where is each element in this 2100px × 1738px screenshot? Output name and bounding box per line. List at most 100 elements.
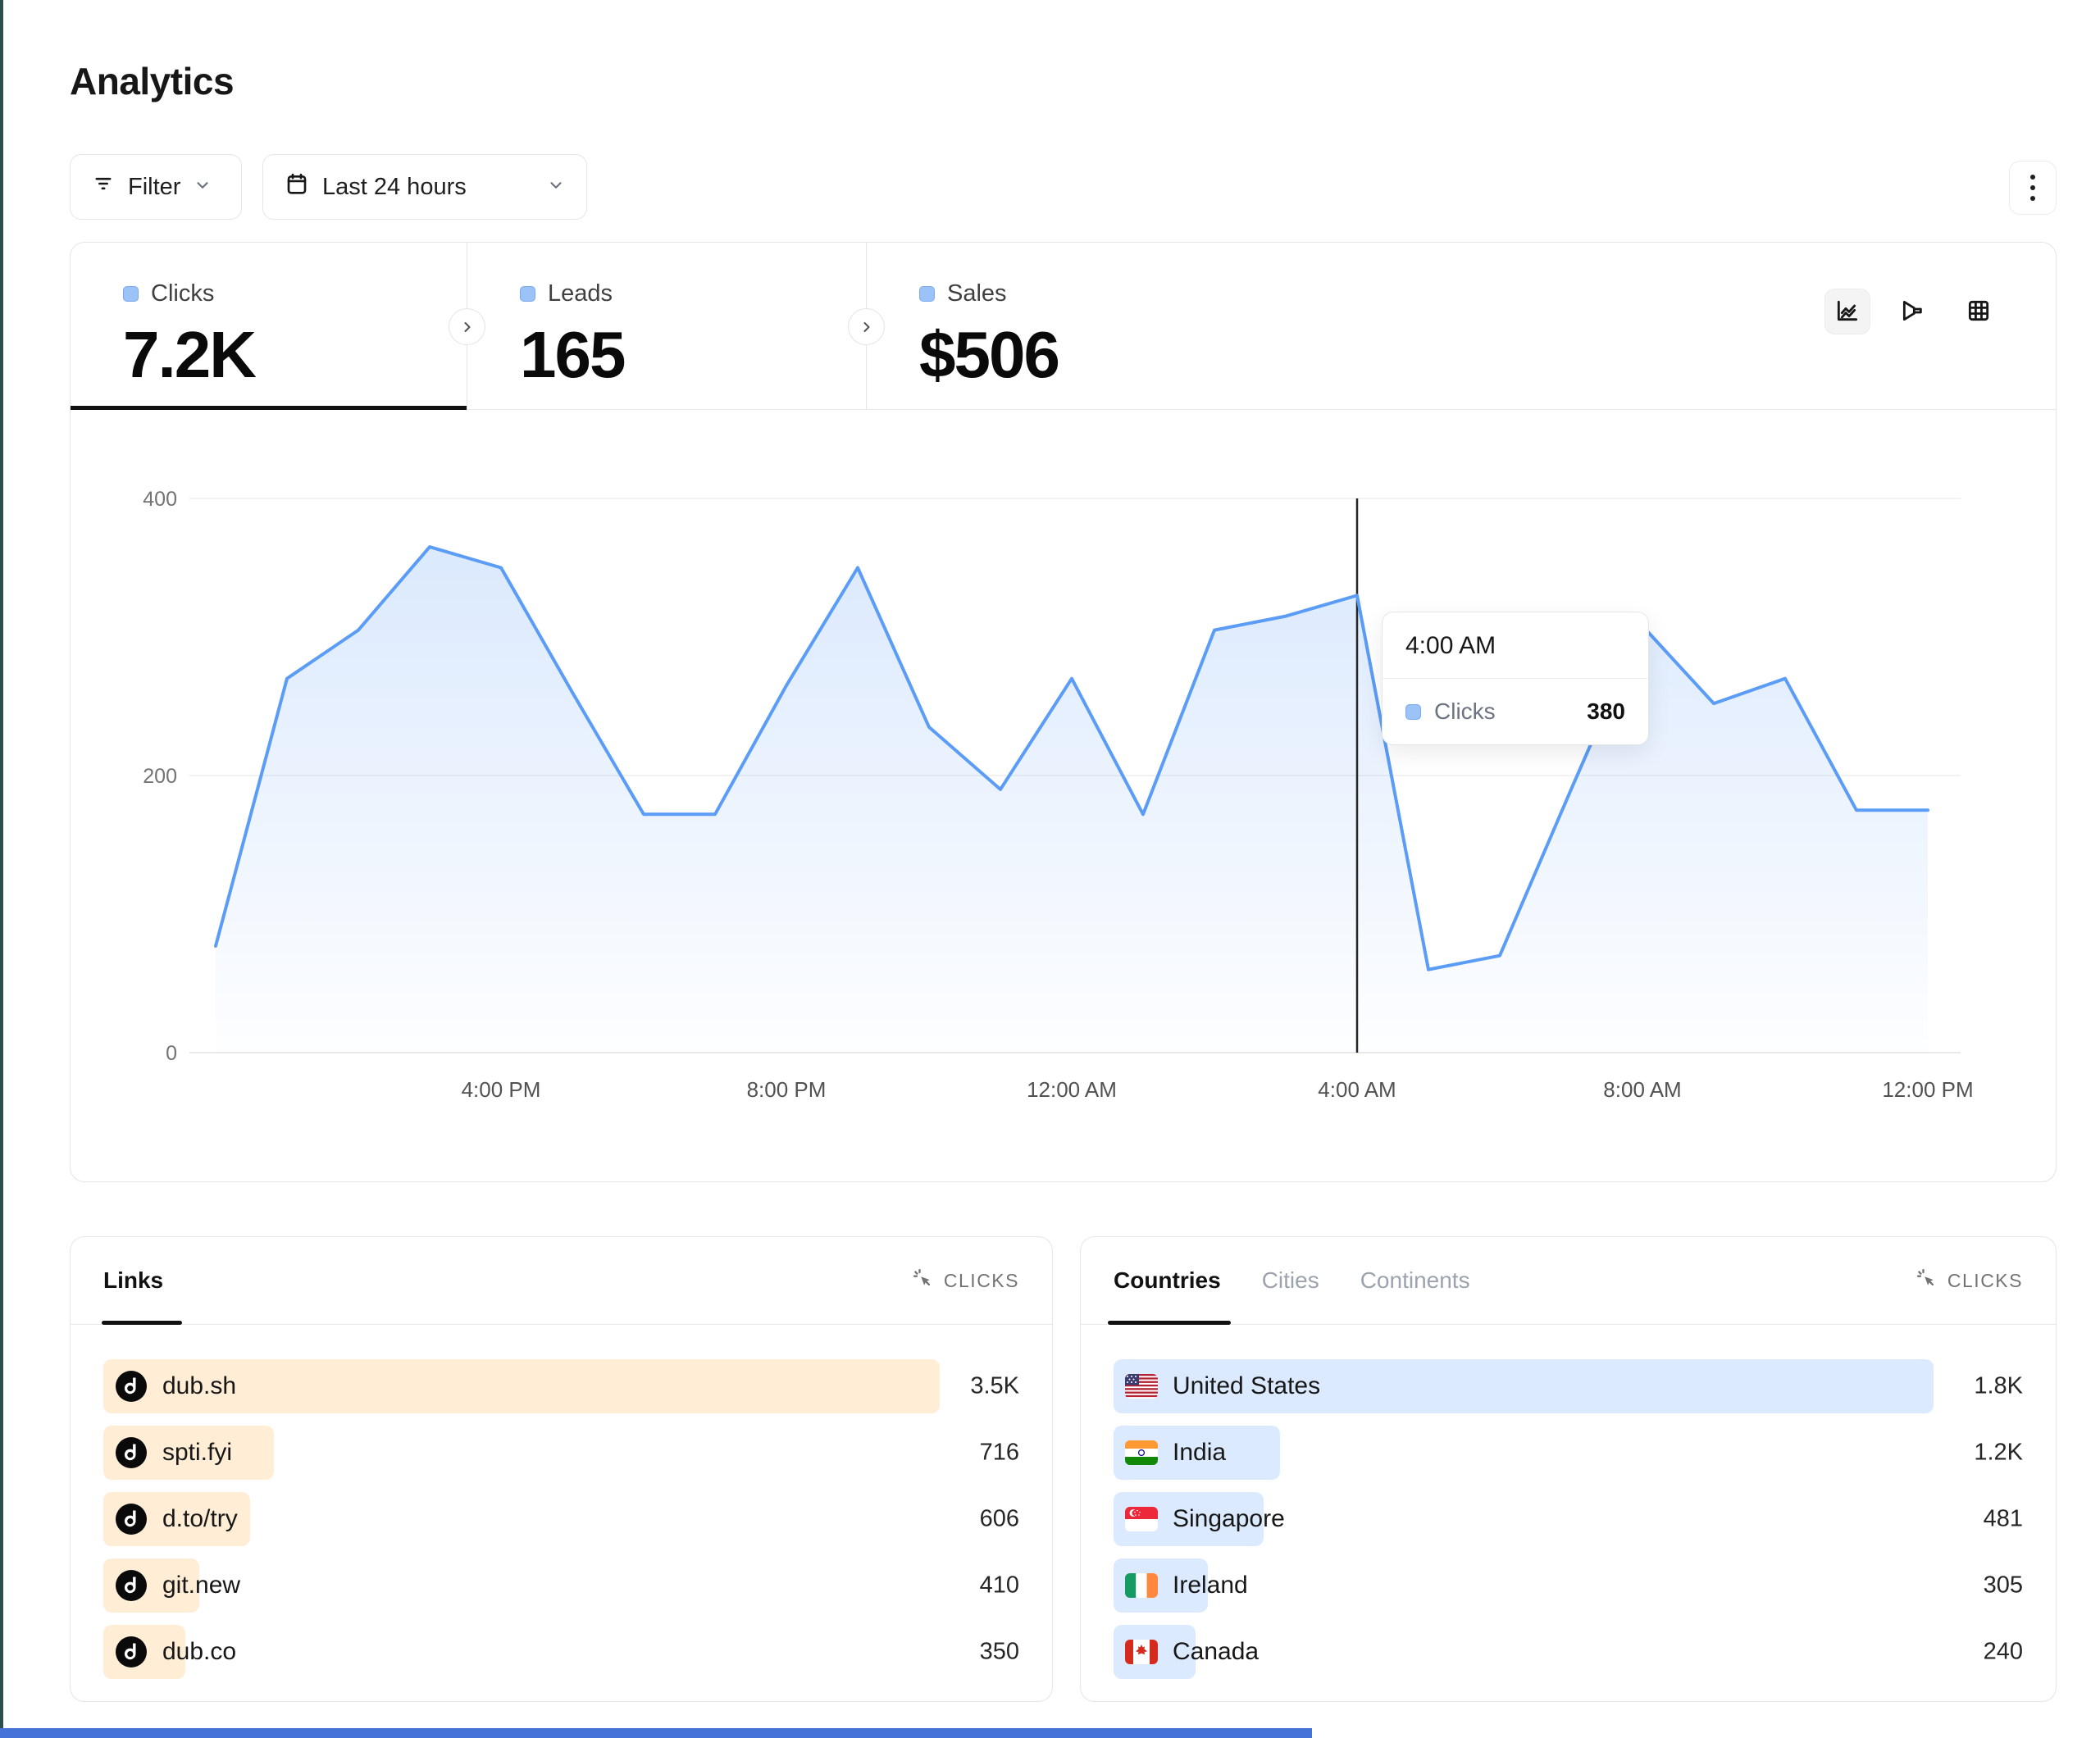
svg-text:200: 200: [143, 765, 177, 788]
ireland-flag-icon: [1125, 1573, 1158, 1598]
stats-row: Clicks 7.2K Leads 165 Sales $506: [71, 243, 2056, 410]
grid-table-icon: [1966, 298, 1992, 326]
country-row[interactable]: United States 1.8K: [1114, 1359, 2023, 1413]
tab-clicks[interactable]: Clicks 7.2K: [71, 243, 467, 409]
cursor-click-icon: [1915, 1267, 1938, 1294]
dub-logo-icon: [115, 1503, 148, 1536]
bottom-progress-bar: [0, 1728, 1312, 1738]
dub-logo-icon: [115, 1370, 148, 1403]
singapore-flag-icon: [1125, 1507, 1158, 1531]
tab-cities[interactable]: Cities: [1261, 1267, 1319, 1293]
clicks-legend-square-icon: [123, 286, 139, 302]
tab-countries[interactable]: Countries: [1114, 1267, 1221, 1293]
row-label: dub.sh: [162, 1372, 237, 1399]
funnel-chart-toggle-button[interactable]: [1890, 289, 1936, 334]
chevron-down-icon: [547, 174, 565, 201]
svg-text:4:00 AM: 4:00 AM: [1318, 1077, 1396, 1102]
svg-text:400: 400: [143, 488, 177, 511]
geo-panel-header: Countries Cities Continents CLICKS: [1081, 1237, 2056, 1325]
row-value: 1.8K: [1974, 1372, 2023, 1399]
line-chart-icon: [1834, 298, 1861, 326]
row-value: 3.5K: [970, 1372, 1019, 1399]
tab-sales[interactable]: Sales $506: [867, 243, 1326, 409]
link-row[interactable]: dub.co 350: [103, 1625, 1019, 1679]
chevron-down-icon: [194, 174, 212, 201]
row-label: United States: [1173, 1372, 1321, 1399]
country-row[interactable]: Singapore 481: [1114, 1492, 2023, 1546]
chart-tooltip: 4:00 AM Clicks 380: [1382, 612, 1649, 745]
row-label: Singapore: [1173, 1505, 1285, 1532]
country-row[interactable]: India 1.2K: [1114, 1426, 2023, 1480]
calendar-icon: [285, 171, 309, 202]
links-panel: Links CLICKS dub.sh 3.5K spti.fyi 716: [70, 1236, 1053, 1702]
row-label: spti.fyi: [162, 1439, 233, 1466]
tab-links[interactable]: Links: [103, 1267, 164, 1293]
tab-leads[interactable]: Leads 165: [467, 243, 866, 409]
row-value: 305: [1983, 1572, 2023, 1599]
active-tab-underline: [1108, 1321, 1231, 1325]
more-options-button[interactable]: [2009, 161, 2057, 215]
table-toggle-button[interactable]: [1956, 289, 2002, 334]
page-title: Analytics: [70, 60, 235, 102]
row-value: 350: [979, 1638, 1019, 1665]
dub-logo-icon: [115, 1569, 148, 1602]
row-label: Ireland: [1173, 1572, 1248, 1599]
svg-text:12:00 AM: 12:00 AM: [1027, 1077, 1117, 1102]
row-value: 481: [1983, 1505, 2023, 1532]
svg-text:4:00 PM: 4:00 PM: [462, 1077, 541, 1102]
screen-edge-strip: [0, 0, 3, 1738]
stat-value: 7.2K: [123, 318, 257, 391]
filter-button[interactable]: Filter: [70, 154, 242, 220]
india-flag-icon: [1125, 1440, 1158, 1465]
active-tab-underline: [102, 1321, 182, 1325]
metric-label: CLICKS: [1947, 1269, 2023, 1291]
funnel-icon: [1900, 298, 1926, 326]
date-range-button[interactable]: Last 24 hours: [262, 154, 587, 220]
row-label: d.to/try: [162, 1505, 238, 1532]
row-label: India: [1173, 1439, 1227, 1466]
stat-value: $506: [919, 318, 1060, 391]
stat-label: Clicks: [151, 280, 215, 307]
canada-flag-icon: [1125, 1640, 1158, 1664]
dub-logo-icon: [115, 1436, 148, 1469]
link-row[interactable]: spti.fyi 716: [103, 1426, 1019, 1480]
geo-panel: Countries Cities Continents CLICKS Unite…: [1080, 1236, 2057, 1702]
geo-metric-selector[interactable]: CLICKS: [1915, 1267, 2023, 1294]
links-panel-header: Links CLICKS: [71, 1237, 1052, 1325]
row-value: 240: [1983, 1638, 2023, 1665]
filter-lines-icon: [92, 172, 115, 202]
link-row[interactable]: dub.sh 3.5K: [103, 1359, 1019, 1413]
row-value: 716: [979, 1439, 1019, 1466]
metric-label: CLICKS: [943, 1269, 1019, 1291]
link-row[interactable]: d.to/try 606: [103, 1492, 1019, 1546]
value-bar: [103, 1359, 940, 1413]
value-bar: [1114, 1359, 1934, 1413]
clicks-area-chart[interactable]: 0 200 400 4:00 PM 8:00 PM 12:00 AM 4:00 AM 8:00…: [71, 410, 2056, 1181]
links-list: dub.sh 3.5K spti.fyi 716 d.to/try 606 gi…: [71, 1325, 1052, 1679]
tooltip-series-label: Clicks: [1434, 698, 1496, 724]
country-row[interactable]: Ireland 305: [1114, 1558, 2023, 1613]
active-tab-underline: [71, 406, 467, 410]
stat-label: Leads: [548, 280, 613, 307]
us-flag-icon: [1125, 1374, 1158, 1399]
tab-continents[interactable]: Continents: [1360, 1267, 1470, 1293]
tooltip-time: 4:00 AM: [1383, 612, 1648, 679]
svg-text:8:00 AM: 8:00 AM: [1603, 1077, 1681, 1102]
filter-button-label: Filter: [128, 173, 181, 200]
country-row[interactable]: Canada 240: [1114, 1625, 2023, 1679]
date-range-label: Last 24 hours: [322, 173, 467, 200]
row-label: Canada: [1173, 1638, 1260, 1665]
row-value: 410: [979, 1572, 1019, 1599]
leads-legend-square-icon: [520, 286, 535, 302]
expand-sales-button[interactable]: [848, 308, 885, 345]
sales-legend-square-icon: [919, 286, 935, 302]
links-metric-selector[interactable]: CLICKS: [911, 1267, 1019, 1294]
row-label: dub.co: [162, 1638, 237, 1665]
line-chart-toggle-button[interactable]: [1824, 289, 1870, 334]
stat-value: 165: [520, 318, 626, 391]
expand-leads-button[interactable]: [449, 308, 485, 345]
clicks-legend-square-icon: [1405, 703, 1421, 720]
link-row[interactable]: git.new 410: [103, 1558, 1019, 1613]
stat-label: Sales: [947, 280, 1007, 307]
row-value: 1.2K: [1974, 1439, 2023, 1466]
